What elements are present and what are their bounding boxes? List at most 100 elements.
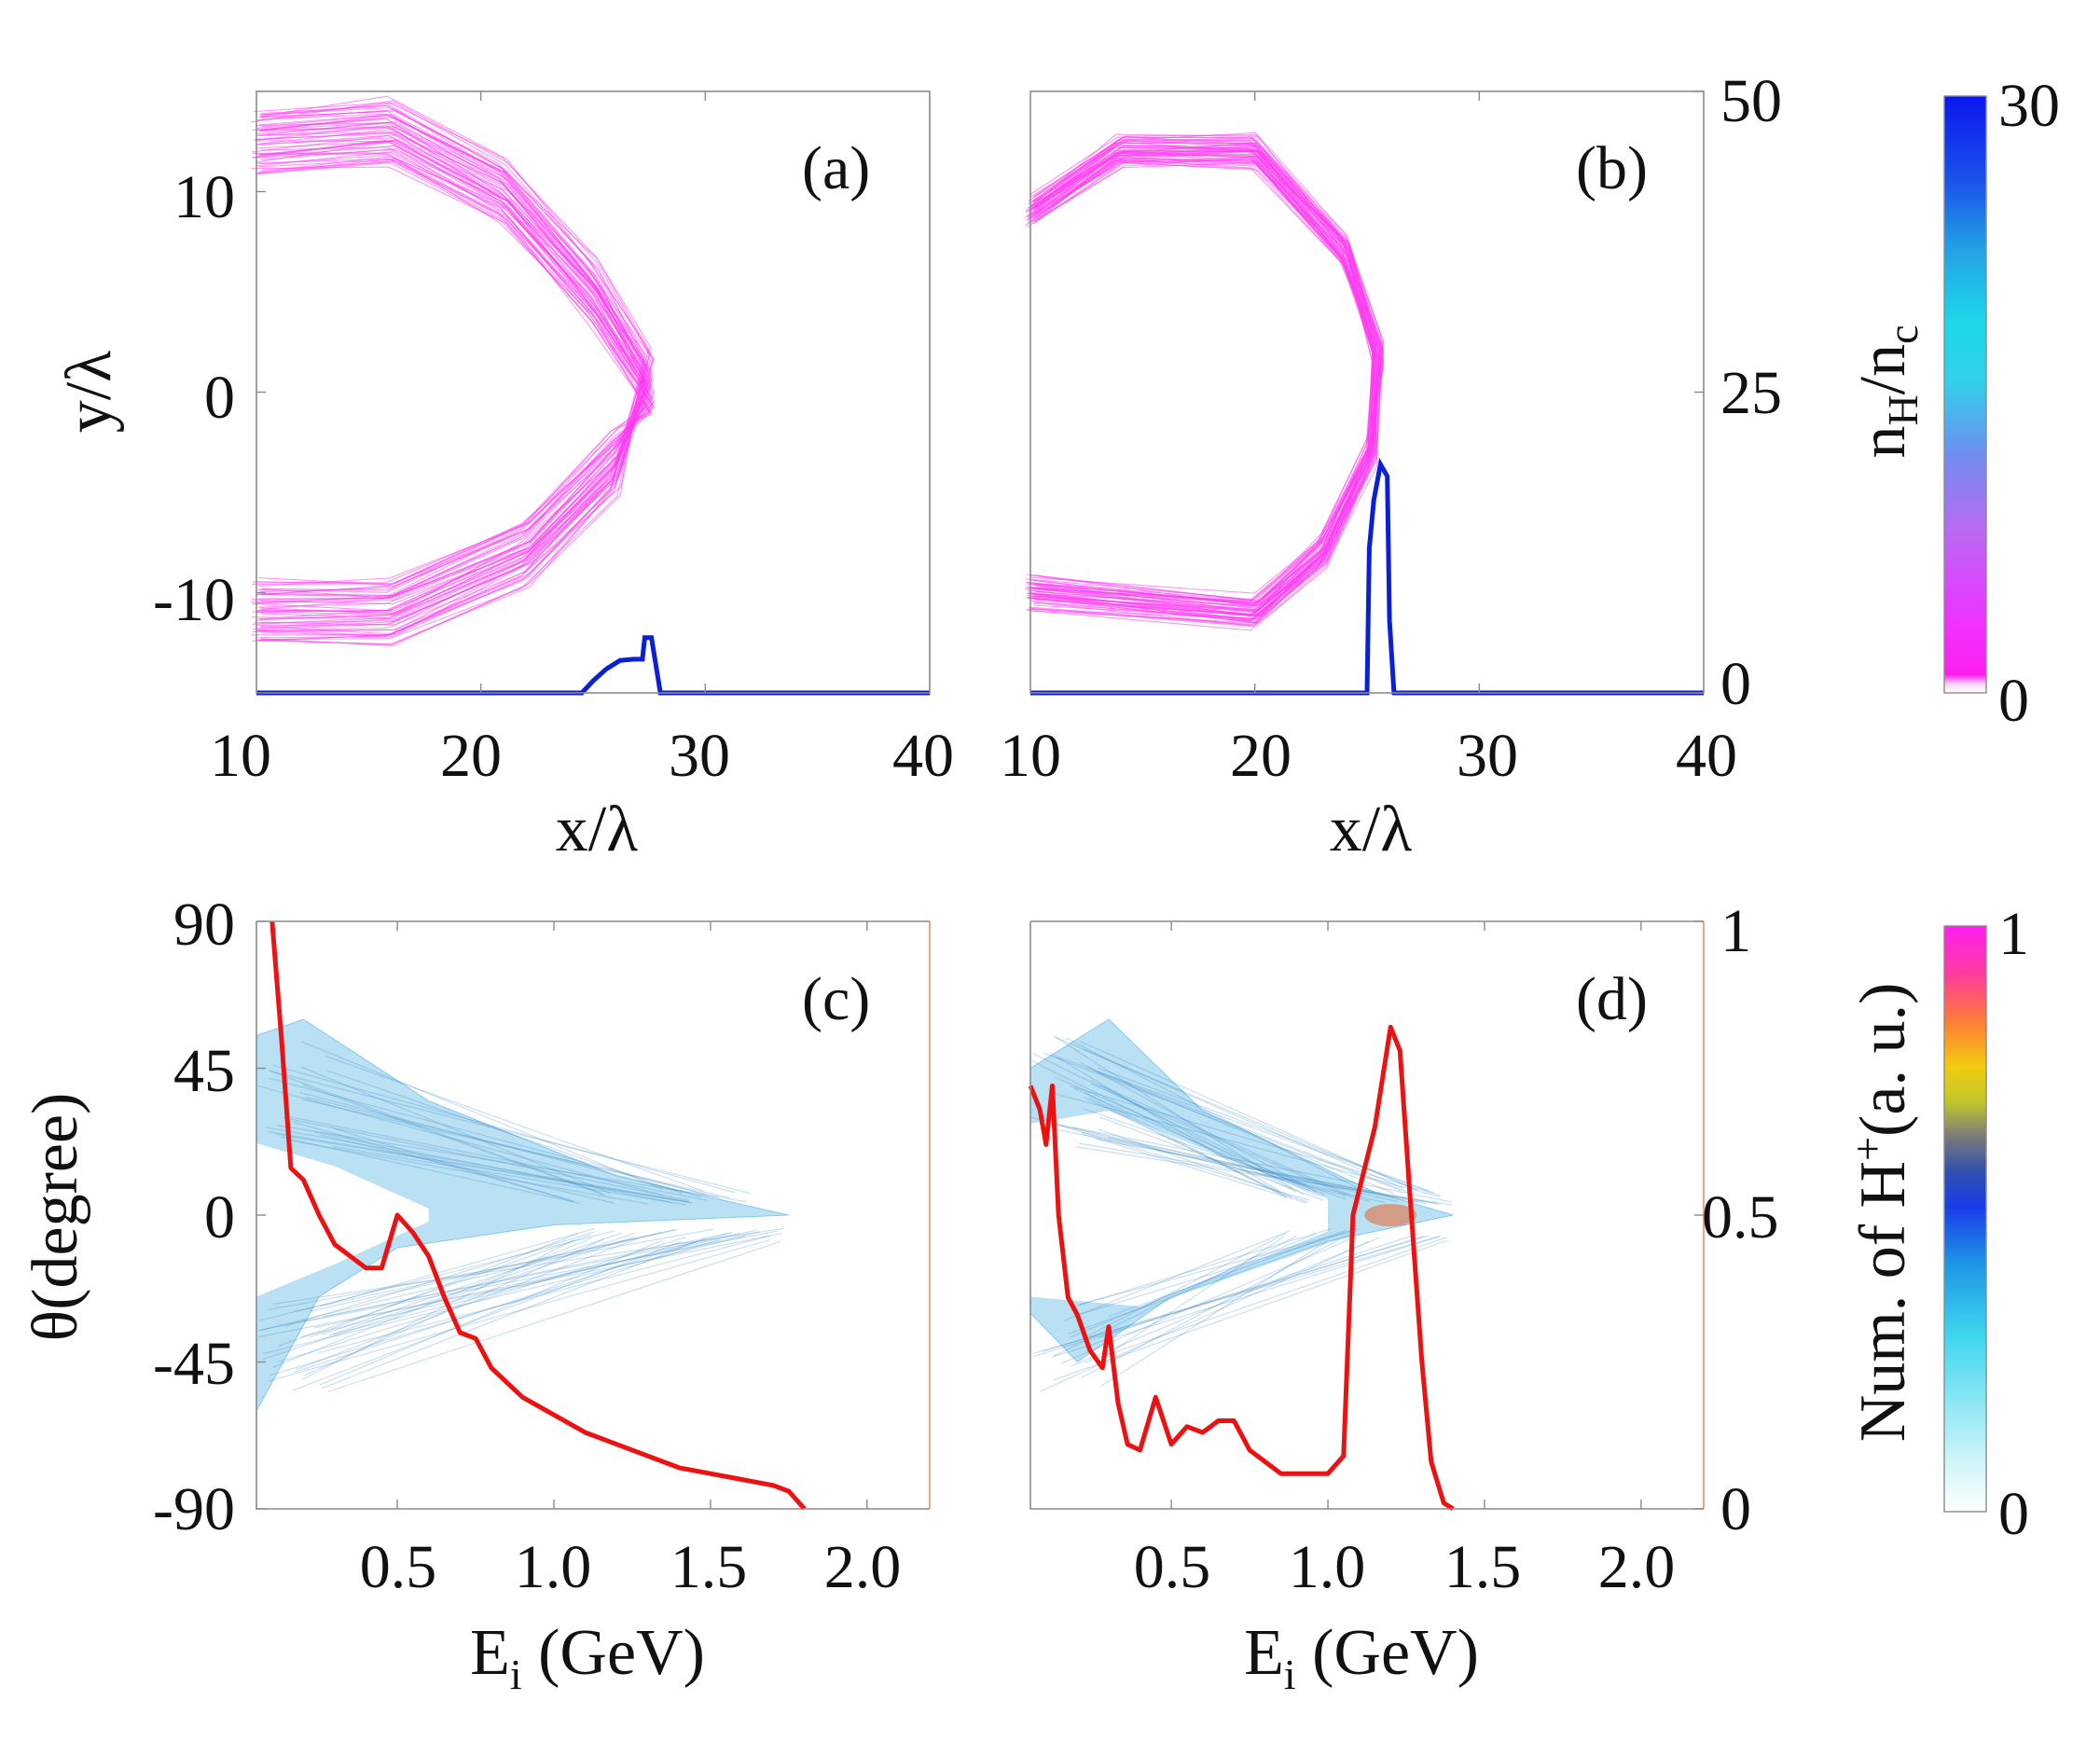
angular-streak (305, 1096, 720, 1198)
shell-strand (256, 161, 652, 585)
angular-streak (289, 1140, 648, 1205)
angular-streak (302, 1238, 575, 1380)
angular-streak (1108, 1137, 1428, 1205)
angular-streak (1079, 1040, 1415, 1190)
colorbar-density-min: 0 (1998, 667, 2029, 735)
angular-streak (269, 1239, 770, 1382)
angular-streak (1055, 1036, 1404, 1189)
angular-streak (302, 1084, 606, 1196)
angular-streak (268, 1070, 751, 1195)
angular-streak (310, 1228, 676, 1312)
angular-distribution-c (256, 1018, 790, 1412)
x-axis-title-c: Ei (GeV) (470, 1617, 705, 1698)
angular-streak (1059, 1124, 1398, 1203)
shell-strand (251, 133, 650, 612)
angular-streak (1071, 1127, 1452, 1203)
shell-strand (257, 127, 645, 620)
y-tick-label: -90 (153, 1475, 235, 1543)
right-tick-label: 50 (1720, 67, 1782, 135)
ticks-d (1170, 920, 1704, 1510)
proton-shell-a (250, 95, 656, 646)
density-line-a (256, 635, 930, 696)
shell-strand (256, 132, 648, 612)
shell-strand (257, 95, 650, 641)
colorbar-count-min: 0 (1998, 1480, 2029, 1548)
hot-core (1364, 1204, 1417, 1226)
shell-strand (259, 127, 645, 618)
shell-strand (259, 104, 652, 645)
shell-strand (256, 118, 649, 627)
angular-streak (257, 1233, 782, 1338)
shell-strand (256, 140, 647, 614)
angular-streak (268, 1077, 706, 1196)
shell-strand (257, 141, 656, 596)
angular-streak (269, 1070, 602, 1195)
angular-streak (1068, 1232, 1356, 1334)
x-tick-label: 0.5 (360, 1533, 437, 1601)
right-tick-label: 0 (1720, 650, 1751, 718)
angular-streak (1098, 1128, 1308, 1203)
angular-streak (1108, 1229, 1347, 1318)
angular-gap (256, 1143, 429, 1297)
spectrum-line (269, 920, 807, 1511)
shell-strand (257, 139, 652, 605)
x-tick-label: 1.5 (670, 1533, 748, 1601)
angular-streak (1090, 1083, 1347, 1196)
angular-streak (1057, 1056, 1430, 1193)
shell-strand (252, 134, 649, 615)
angular-streak (294, 1237, 706, 1374)
panel-label-b: (b) (1576, 134, 1648, 202)
shell-strand (253, 122, 649, 629)
angular-streak (301, 1041, 663, 1190)
angular-streak (299, 1233, 740, 1338)
shell-strand (256, 121, 645, 626)
shell-strand (258, 147, 655, 593)
x-tick-label: 30 (1457, 722, 1518, 790)
x-axis-title-a: x/λ (556, 794, 638, 865)
colorbar-count-title: Num. of H+(a. u.) (1844, 983, 1919, 1443)
angular-streak (1080, 1061, 1318, 1193)
shell-strand (261, 110, 654, 637)
x-tick-label: 40 (1676, 722, 1737, 790)
x-tick-label: 1.5 (1444, 1533, 1522, 1601)
angular-streak (332, 1145, 686, 1206)
angular-streak (1099, 1240, 1328, 1388)
panel-b: (b) 10 20 30 40 x/λ 50 25 0 (1000, 67, 1782, 865)
shell-strand (259, 139, 653, 610)
angular-streak (1099, 1085, 1352, 1196)
angular-streak (1069, 1233, 1317, 1339)
angular-streak (1051, 1236, 1440, 1358)
y-tick-label: 45 (173, 1037, 235, 1105)
x-tick-labels-c: 0.5 1.0 1.5 2.0 (360, 1533, 902, 1601)
angular-streak (1098, 1233, 1419, 1339)
shell-strand (256, 137, 654, 608)
spectrum-line (1028, 1024, 1455, 1512)
colorbar-density-bar (1943, 95, 1987, 694)
angular-streak (327, 1240, 781, 1393)
angular-streak (268, 1228, 713, 1311)
colorbar-count-max: 1 (1998, 900, 2029, 968)
shell-strand (256, 121, 652, 621)
shell-strand (1029, 133, 1375, 626)
shell-strand (253, 148, 651, 604)
angular-streak (1093, 1070, 1395, 1195)
y-tick-label: -45 (153, 1330, 235, 1398)
angular-streak (1098, 1067, 1435, 1194)
shell-strand (1026, 134, 1376, 631)
angular-streak (301, 1099, 730, 1198)
shell-strand (1033, 145, 1375, 621)
angular-streak (1066, 1037, 1360, 1190)
energy-spectrum-d (1028, 1024, 1455, 1512)
angular-streak (1040, 1240, 1369, 1392)
shell-strand (250, 100, 651, 639)
colorbar-count-bar (1943, 925, 1987, 1513)
angular-streak (1072, 1229, 1355, 1318)
angular-streak (1099, 1116, 1324, 1201)
angular-streak (293, 1228, 678, 1313)
angular-streak (314, 1131, 672, 1204)
shell-strand (255, 125, 650, 620)
shell-strand (254, 131, 653, 615)
angular-streak (1053, 1123, 1371, 1202)
angular-streak (1079, 1227, 1360, 1306)
right-tick-label: 1 (1720, 897, 1751, 965)
